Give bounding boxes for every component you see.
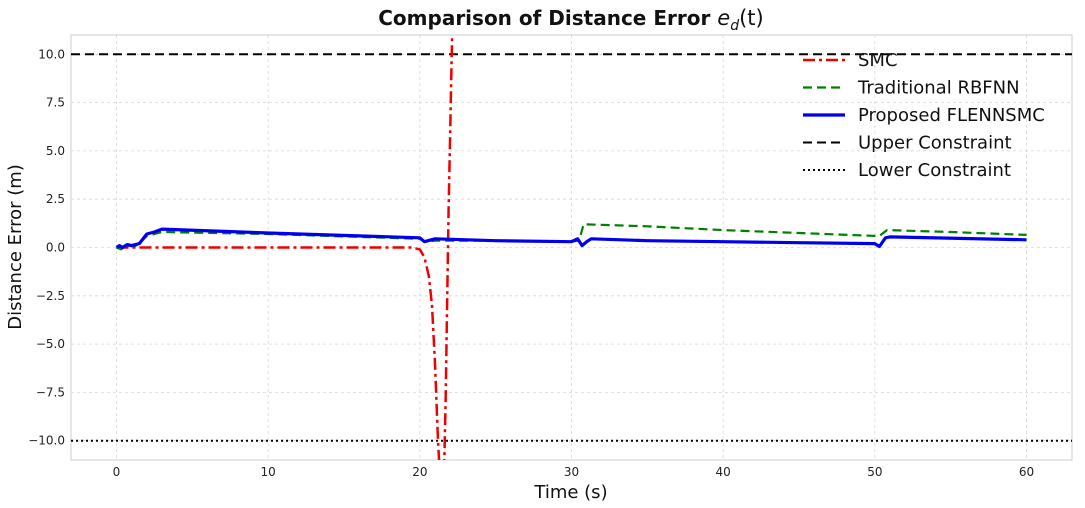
x-tick-label: 40	[716, 465, 731, 479]
y-tick-label: 7.5	[46, 96, 65, 110]
y-axis-label: Distance Error (m)	[5, 164, 26, 330]
x-tick-label: 20	[412, 465, 427, 479]
y-tick-label: 10.0	[38, 47, 65, 61]
chart-title: Comparison of Distance Error ed(t)	[378, 6, 763, 34]
y-tick-label: 0.0	[46, 241, 65, 255]
x-tick-label: 30	[564, 465, 579, 479]
x-tick-label: 0	[113, 465, 121, 479]
legend-label: Proposed FLENNSMC	[858, 105, 1045, 126]
y-tick-label: −2.5	[36, 289, 65, 303]
legend-label: Lower Constraint	[858, 160, 1011, 181]
y-tick-label: −10.0	[28, 434, 65, 448]
legend: SMC Traditional RBFNN Proposed FLENNSMC Upp…	[803, 50, 1045, 181]
legend-label: Upper Constraint	[858, 133, 1012, 154]
series-lines	[71, 35, 1072, 460]
y-tick-label: 5.0	[46, 144, 65, 158]
y-tick-label: −5.0	[36, 337, 65, 351]
y-tick-label: 2.5	[46, 192, 65, 206]
grid	[71, 35, 1072, 460]
x-tick-label: 60	[1019, 465, 1034, 479]
x-tick-label: 10	[261, 465, 276, 479]
x-axis-label: Time (s)	[533, 482, 607, 503]
legend-label: SMC	[858, 50, 898, 71]
series-line-0	[116, 35, 454, 460]
x-tick-label: 50	[867, 465, 882, 479]
legend-label: Traditional RBFNN	[857, 78, 1020, 99]
series-line-2	[115, 227, 1027, 250]
y-tick-label: −7.5	[36, 385, 65, 399]
tick-labels: 0 10 20 30 40 50 60 −10.0 −7.5 −5.0 −2.5 0.0 2.5 5.0 7…	[28, 47, 1034, 479]
